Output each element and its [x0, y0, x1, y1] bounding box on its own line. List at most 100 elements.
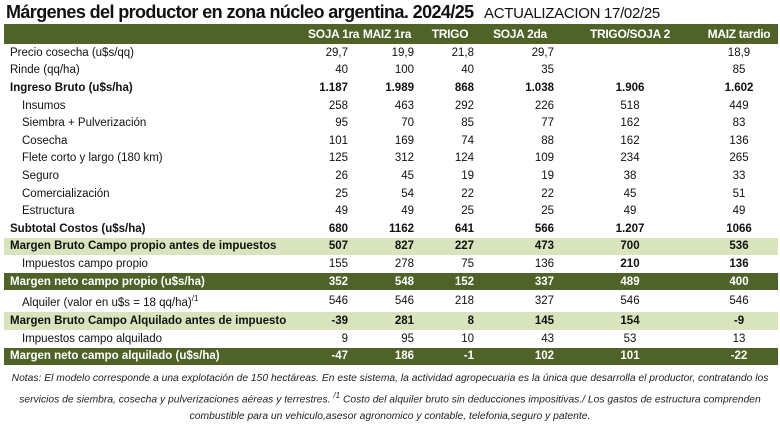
table-row: Ingreso Bruto (u$s/ha) 1.187 1.989 868 1.038… [4, 79, 778, 97]
table-row: Margen Bruto Campo Alquilado antes de im… [4, 312, 778, 330]
value-cell: 546 [328, 295, 348, 308]
row-label-text: Rinde (qq/ha) [10, 64, 80, 77]
row-label: Margen neto campo propio (u$s/ha) [4, 272, 304, 291]
table-row: Margen Bruto Campo propio antes de impue… [4, 237, 778, 256]
row-label-text: Alquiler (valor en u$s = 18 qq/ha) [22, 296, 192, 309]
value-cell: 109 [534, 152, 554, 165]
value-cell: 154 [560, 312, 700, 330]
value-cell: 536 [700, 237, 778, 256]
value-cell: 29,7 [325, 46, 348, 59]
row-label: Alquiler (valor en u$s = 18 qq/ha)/1 [4, 290, 304, 312]
table-row: Impuestos campo propio 155 278 75 136 210 136 [4, 255, 778, 273]
margins-table: SOJA 1ra MAIZ 1ra TRIGO SOJA 2da TRIGO/SOJA … [4, 24, 778, 366]
value-cell [560, 62, 700, 80]
row-label: Cosecha [4, 132, 304, 150]
value-cell: 95 [335, 117, 348, 130]
value-cell: 1066 [726, 222, 752, 235]
notes-sup: /1 [333, 391, 341, 400]
table-row: Subtotal Costos (u$s/ha) 680 1162 641 566 1.2… [4, 220, 778, 238]
value-cell: -1 [420, 347, 480, 366]
page-title: Márgenes del productor en zona núcleo ar… [6, 2, 660, 24]
value-cell: 35 [541, 64, 554, 77]
value-cell: 234 [620, 152, 640, 165]
table-row: Seguro 26 45 19 19 38 33 [4, 167, 778, 185]
value-cell: 292 [454, 99, 474, 112]
row-label: Margen Bruto Campo propio antes de impue… [4, 237, 304, 256]
value-cell: 145 [480, 312, 560, 330]
value-cell: 258 [328, 99, 348, 112]
value-cell: 1.989 [385, 81, 414, 94]
row-label: Impuestos campo alquilado [4, 330, 304, 348]
row-label-text: Margen neto campo propio (u$s/ha) [10, 275, 205, 288]
value-cell: 21,8 [451, 46, 474, 59]
value-cell: 13 [732, 332, 746, 345]
row-label: Ingreso Bruto (u$s/ha) [4, 79, 304, 97]
value-cell: -47 [304, 347, 354, 366]
value-cell: 33 [732, 169, 746, 182]
value-cell: 278 [394, 257, 414, 270]
table-row: Margen neto campo alquilado (u$s/ha) -47 1… [4, 347, 778, 366]
value-cell: 152 [420, 272, 480, 291]
row-label: Seguro [4, 167, 304, 185]
value-cell: 700 [560, 237, 700, 256]
value-cell: 9 [341, 332, 348, 345]
table-header: SOJA 1ra MAIZ 1ra TRIGO SOJA 2da TRIGO/SOJA … [4, 24, 778, 44]
value-cell: 83 [732, 117, 746, 130]
value-cell: 75 [461, 257, 474, 270]
value-cell: 868 [454, 81, 474, 94]
value-cell: 546 [394, 295, 414, 308]
column-header: MAIZ tardio [700, 24, 778, 44]
value-cell: 125 [328, 152, 348, 165]
value-cell: 641 [454, 222, 474, 235]
value-cell: 10 [461, 332, 474, 345]
value-cell: 218 [454, 295, 474, 308]
value-cell: -39 [304, 312, 354, 330]
table-row: Estructura 49 49 25 25 49 49 [4, 202, 778, 220]
value-cell: 680 [328, 222, 348, 235]
header-label-cell [4, 24, 304, 44]
row-label-text: Impuestos campo alquilado [22, 332, 162, 345]
value-cell: 49 [732, 205, 746, 218]
row-label: Siembra + Pulverización [4, 114, 304, 132]
value-cell: 51 [732, 187, 746, 200]
value-cell: 312 [394, 152, 414, 165]
value-cell: 40 [461, 64, 474, 77]
value-cell: 25 [461, 205, 474, 218]
value-cell: 546 [729, 295, 749, 308]
value-cell: 162 [620, 134, 640, 147]
row-label: Impuestos campo propio [4, 255, 304, 273]
column-header: SOJA 2da [480, 24, 560, 44]
table-row: Rinde (qq/ha) 40 100 40 35 85 [4, 62, 778, 80]
value-cell: 1.038 [525, 81, 554, 94]
value-cell: 19 [541, 169, 554, 182]
value-cell: 489 [560, 272, 700, 291]
value-cell: 26 [335, 169, 348, 182]
row-label: Margen neto campo alquilado (u$s/ha) [4, 347, 304, 366]
row-label: Insumos [4, 97, 304, 115]
value-cell: 124 [454, 152, 474, 165]
value-cell: 1.187 [319, 81, 348, 94]
row-label-text: Cosecha [22, 134, 68, 147]
row-label-text: Impuestos campo propio [22, 257, 148, 270]
value-cell: 77 [541, 117, 554, 130]
value-cell: 22 [461, 187, 474, 200]
row-label-text: Estructura [22, 205, 75, 218]
row-label: Estructura [4, 202, 304, 220]
row-label-text: Margen Bruto Campo propio antes de impue… [10, 240, 277, 253]
value-cell: 38 [623, 169, 637, 182]
value-cell: 169 [394, 134, 414, 147]
row-label-text: Subtotal Costos (u$s/ha) [10, 222, 146, 235]
row-label-text: Ingreso Bruto (u$s/ha) [10, 81, 133, 94]
value-cell: -22 [700, 347, 778, 366]
row-label: Rinde (qq/ha) [4, 62, 304, 80]
value-cell: 49 [623, 205, 637, 218]
row-label-text: Insumos [22, 99, 66, 112]
value-cell: 8 [420, 312, 480, 330]
footnote-marker: /1 [191, 293, 199, 303]
value-cell: 74 [461, 134, 474, 147]
value-cell: 518 [620, 99, 640, 112]
row-label-text: Margen neto campo alquilado (u$s/ha) [10, 350, 220, 363]
value-cell: 227 [420, 237, 480, 256]
column-header: TRIGO [420, 24, 480, 44]
value-cell: 102 [480, 347, 560, 366]
